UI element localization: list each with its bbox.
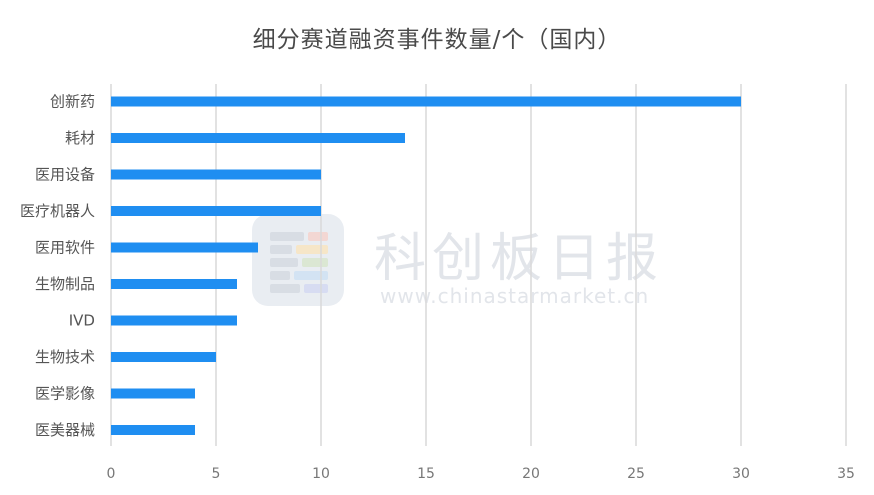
category-label: 医学影像 [35,385,95,403]
x-tick-label: 10 [312,466,330,482]
category-label: 医用设备 [35,166,95,184]
x-tick-label: 0 [107,466,116,482]
chart-title: 细分赛道融资事件数量/个（国内） [252,27,622,53]
category-label: IVD [69,312,95,330]
category-label: 医疗机器人 [20,202,95,220]
category-label: 创新药 [50,93,95,111]
bar [111,242,258,253]
bar [111,133,405,143]
x-tick-label: 35 [837,466,855,482]
bar [111,315,237,326]
category-label: 生物制品 [35,275,95,293]
tick-labels: 0 5 10 15 20 25 30 35 [107,466,855,482]
category-label: 生物技术 [35,348,95,366]
grid-lines [110,84,847,446]
x-tick-label: 25 [627,466,645,482]
category-label: 耗材 [65,129,95,147]
bar [111,352,216,362]
bar [111,169,321,180]
bar [111,388,195,399]
watermark-name: 科创板日报 [374,229,665,289]
watermark-logo-icon [252,214,344,306]
watermark-url: www.chinastarmarket.cn [380,284,650,308]
x-tick-label: 5 [212,466,221,482]
bar [111,96,741,107]
bar [111,279,237,289]
bar [111,206,321,216]
bars [111,96,741,435]
category-label: 医美器械 [35,421,95,439]
bar [111,425,195,435]
category-label: 医用软件 [35,239,95,257]
x-tick-label: 20 [522,466,540,482]
x-tick-label: 30 [732,466,750,482]
x-tick-label: 15 [417,466,435,482]
watermark: 科创板日报 www.chinastarmarket.cn [252,214,682,314]
